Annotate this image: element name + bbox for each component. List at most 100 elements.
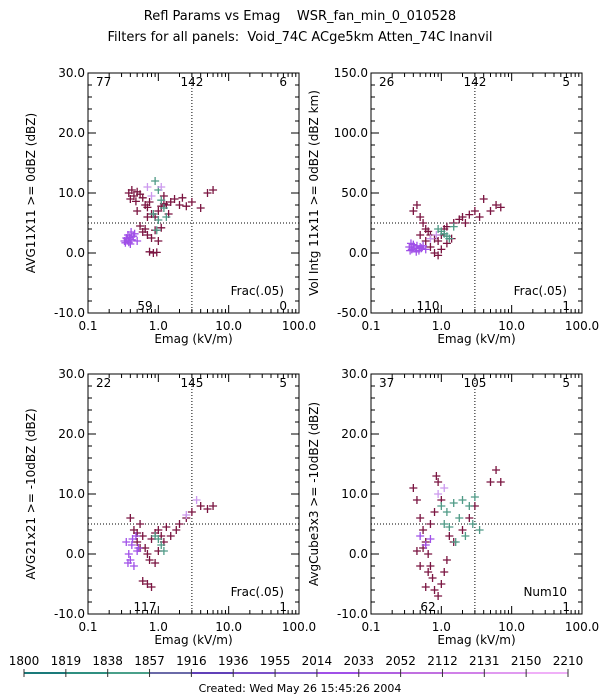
data-point bbox=[424, 550, 433, 558]
data-point bbox=[461, 219, 470, 227]
count-bottom-middle: 59 bbox=[137, 299, 152, 313]
data-point bbox=[434, 490, 443, 498]
data-point bbox=[154, 207, 163, 215]
data-point bbox=[437, 245, 446, 254]
x-axis-label: Emag (kV/m) bbox=[437, 633, 515, 647]
data-point bbox=[419, 219, 428, 227]
timebar-label: 2014 bbox=[302, 654, 333, 668]
data-point bbox=[421, 541, 430, 549]
y-tick-label: 30.0 bbox=[58, 66, 85, 80]
data-point bbox=[127, 228, 136, 236]
panel-annotation: Num10 bbox=[523, 585, 567, 599]
data-point bbox=[479, 195, 488, 203]
data-point bbox=[449, 222, 458, 231]
data-point bbox=[434, 592, 443, 600]
data-point bbox=[157, 183, 166, 191]
timebar-label: 2052 bbox=[385, 654, 416, 668]
timebar-label: 2033 bbox=[343, 654, 374, 668]
timebar-label: 1857 bbox=[134, 654, 165, 668]
count-top-right: 5 bbox=[562, 376, 570, 390]
y-tick-label: 0.0 bbox=[349, 547, 368, 561]
plot-frame bbox=[87, 72, 300, 314]
timebar-label: 1936 bbox=[218, 654, 249, 668]
count-bottom-right: 1 bbox=[562, 299, 570, 313]
data-point bbox=[143, 231, 152, 239]
timebar-label: 2112 bbox=[427, 654, 458, 668]
y-tick-label: -10.0 bbox=[337, 607, 368, 621]
y-tick-label: 20.0 bbox=[341, 427, 368, 441]
data-point bbox=[162, 523, 171, 531]
data-point bbox=[143, 183, 152, 191]
count-top-middle: 142 bbox=[463, 75, 486, 89]
data-point bbox=[465, 502, 474, 510]
chart-subtitle: Filters for all panels: Void_74C ACge5km… bbox=[107, 30, 493, 45]
scatter-panel-3: 0.1 1.0 10.0 100.0 -10.0 0.0 10.0 20.0 30.0 22 145… bbox=[24, 367, 316, 647]
data-point bbox=[426, 243, 435, 251]
data-point bbox=[426, 535, 435, 543]
x-tick-label: 1.0 bbox=[432, 620, 451, 634]
data-point bbox=[412, 547, 421, 555]
x-tick-label: 10.0 bbox=[215, 319, 242, 333]
data-point bbox=[416, 514, 425, 522]
x-axis-label: Emag (kV/m) bbox=[154, 332, 232, 346]
data-point bbox=[196, 502, 205, 510]
data-point bbox=[129, 562, 138, 570]
data-point bbox=[133, 207, 142, 215]
data-point bbox=[440, 520, 449, 528]
plot-frame bbox=[370, 72, 583, 314]
panel-annotation: Frac(.05) bbox=[514, 284, 567, 298]
data-point bbox=[172, 526, 181, 534]
data-point bbox=[442, 556, 451, 564]
scatter-panel-2: 0.1 1.0 10.0 100.0 -50.0 0.0 50.0 100.0 150.0 26 1… bbox=[307, 66, 599, 346]
data-point bbox=[470, 207, 479, 215]
data-point bbox=[445, 523, 454, 531]
data-point bbox=[159, 192, 168, 200]
y-tick-label: -10.0 bbox=[54, 306, 85, 320]
y-tick-label: 0.0 bbox=[349, 246, 368, 260]
data-point bbox=[496, 203, 505, 212]
data-point bbox=[154, 237, 163, 245]
data-point bbox=[145, 198, 154, 206]
x-tick-label: 1.0 bbox=[149, 319, 168, 333]
count-bottom-middle: 117 bbox=[134, 600, 157, 614]
x-tick-label: 100.0 bbox=[282, 319, 316, 333]
data-point bbox=[437, 580, 446, 588]
y-tick-label: 0.0 bbox=[66, 246, 85, 260]
data-point bbox=[434, 251, 443, 260]
data-point bbox=[496, 478, 505, 486]
x-tick-label: 0.1 bbox=[361, 620, 380, 634]
data-point bbox=[159, 204, 168, 212]
x-tick-label: 100.0 bbox=[565, 620, 599, 634]
data-point bbox=[416, 532, 425, 540]
data-point bbox=[136, 520, 145, 528]
data-point bbox=[465, 210, 474, 219]
data-point bbox=[412, 496, 421, 504]
data-point bbox=[126, 195, 135, 203]
data-point bbox=[143, 213, 152, 221]
data-point bbox=[209, 186, 218, 194]
data-point bbox=[170, 195, 179, 203]
data-point bbox=[175, 201, 184, 209]
data-point bbox=[182, 511, 191, 519]
data-point bbox=[154, 535, 163, 543]
data-point bbox=[486, 478, 495, 486]
data-point bbox=[437, 502, 446, 510]
data-point bbox=[406, 239, 415, 248]
data-point bbox=[131, 197, 140, 206]
scatter-panel-4: 0.1 1.0 10.0 100.0 -10.0 0.0 10.0 20.0 30.0 37 105… bbox=[307, 367, 599, 647]
y-tick-label: -50.0 bbox=[337, 306, 368, 320]
x-tick-label: 100.0 bbox=[565, 319, 599, 333]
data-point bbox=[133, 237, 142, 245]
y-tick-label: 10.0 bbox=[58, 186, 85, 200]
timebar-label: 1916 bbox=[176, 654, 207, 668]
count-bottom-middle: 110 bbox=[417, 299, 440, 313]
timebar-label: 1838 bbox=[92, 654, 123, 668]
y-tick-label: 0.0 bbox=[66, 547, 85, 561]
data-point bbox=[154, 216, 163, 224]
data-point bbox=[406, 246, 415, 255]
panel-annotation: Frac(.05) bbox=[231, 585, 284, 599]
data-point bbox=[123, 559, 132, 567]
data-point bbox=[152, 248, 161, 257]
x-axis-label: Emag (kV/m) bbox=[437, 332, 515, 346]
timebar-label: 2131 bbox=[469, 654, 500, 668]
